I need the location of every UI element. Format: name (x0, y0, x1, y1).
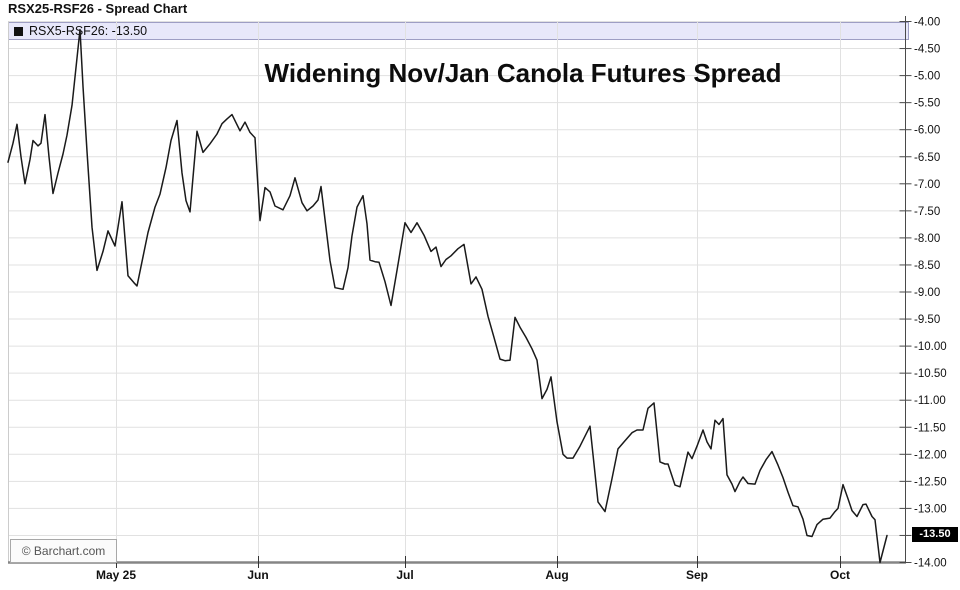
y-tick-label: -12.50 (914, 476, 947, 488)
y-tick-label: -4.00 (914, 17, 940, 29)
legend-series-label: RSX5-RSF26: -13.50 (29, 24, 148, 38)
y-tick-label: -10.00 (914, 341, 947, 353)
y-tick-label: -11.50 (914, 422, 946, 434)
y-tick-label: -14.00 (914, 558, 947, 570)
y-tick-label: -4.50 (914, 44, 940, 56)
x-tick-label: May 25 (96, 568, 136, 582)
y-tick-label: -9.00 (914, 287, 940, 299)
y-tick-label: -12.00 (914, 449, 947, 461)
y-tick-label: -11.00 (914, 395, 946, 407)
y-tick-label: -6.50 (914, 152, 940, 164)
y-tick-label: -8.00 (914, 233, 940, 245)
y-tick-label: -6.00 (914, 125, 940, 137)
y-tick-label: -7.00 (914, 179, 940, 191)
x-tick-label: Aug (545, 568, 568, 582)
series-swatch-icon (14, 26, 23, 36)
y-tick-label: -8.50 (914, 260, 940, 272)
chart-annotation-title: Widening Nov/Jan Canola Futures Spread (264, 58, 782, 88)
current-value-badge: -13.50 (912, 527, 958, 542)
spread-line (7, 28, 888, 564)
y-tick-label: -5.50 (914, 98, 940, 110)
x-tick-label: Jun (247, 568, 268, 582)
y-tick-label: -10.50 (914, 368, 947, 380)
legend: RSX5-RSF26: -13.50 (8, 22, 909, 40)
y-tick-label: -13.00 (914, 503, 947, 515)
x-tick-label: Jul (396, 568, 413, 582)
y-tick-label: -9.50 (914, 314, 940, 326)
page-title: RSX25-RSF26 - Spread Chart (8, 1, 188, 16)
y-tick-label: -5.00 (914, 71, 940, 83)
barchart-watermark: © Barchart.com (10, 539, 117, 563)
y-tick-label: -7.50 (914, 206, 940, 218)
x-tick-label: Oct (830, 568, 850, 582)
x-tick-label: Sep (686, 568, 708, 582)
